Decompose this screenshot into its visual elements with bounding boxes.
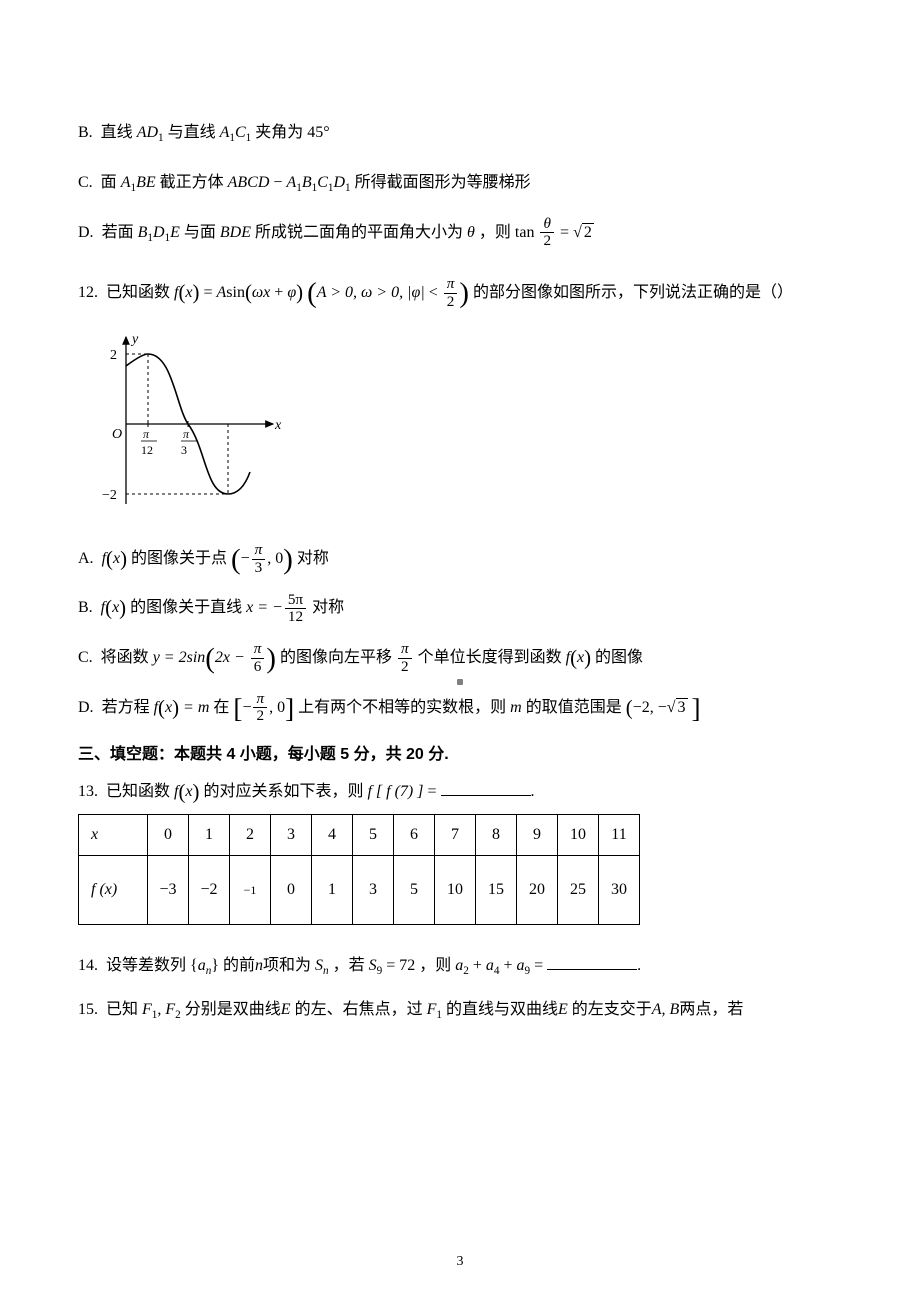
q12-option-d: D. 若方程 f(x) = m 在 [−π2, 0] 上有两个不相等的实数根，则… [78,690,842,726]
label: C. [78,649,93,666]
label: 13. [78,783,98,800]
q12: 12. 已知函数 f(x) = Asin(ωx + φ) (A > 0, ω >… [78,276,842,310]
svg-text:π: π [143,427,150,441]
table-cell-x: 6 [394,815,435,856]
svg-text:π: π [183,427,190,441]
table-cell-fx: 15 [476,856,517,925]
table-cell-fx: 30 [599,856,640,925]
table-cell-fx: 0 [271,856,312,925]
svg-text:3: 3 [181,443,187,457]
svg-text:y: y [130,332,139,347]
table-cell-fx: 5 [394,856,435,925]
table-cell-x: 1 [189,815,230,856]
table-cell-fx: 20 [517,856,558,925]
label: 12. [78,284,98,301]
q11-option-b: B. 直线 AD1 与直线 A1C1 夹角为 45° [78,115,842,151]
q12-graph: Ox y2 −2 π 12 π 3 [88,329,842,527]
label: C. [78,174,93,191]
label: A. [78,550,94,567]
q15: 15. 已知 F1, F2 分别是双曲线E 的左、右焦点，过 F1 的直线与双曲… [78,998,842,1024]
table-cell-x: 4 [312,815,353,856]
table-cell-fx: 10 [435,856,476,925]
section-3-heading: 三、填空题：本题共 4 小题，每小题 5 分，共 20 分. [78,743,842,767]
page-number: 3 [0,1251,920,1272]
table-cell-x: 3 [271,815,312,856]
sqrt: 2 [573,215,594,250]
q11-option-c: C. 面 A1BE 截正方体 ABCD − A1B1C1D1 所得截面图形为等腰… [78,165,842,201]
blank-13 [441,779,531,796]
table-cell-x: 9 [517,815,558,856]
label: B. [78,124,93,141]
table-cell-x: 10 [558,815,599,856]
q13: 13. 已知函数 f(x) 的对应关系如下表，则 f [ f (7) ] = . [78,779,842,804]
q12-option-c: C. 将函数 y = 2sin(2x − π6) 的图像向左平移 π2 个单位长… [78,640,842,676]
svg-text:12: 12 [141,443,153,457]
table-header-fx: f (x) [79,856,148,925]
table-cell-x: 0 [148,815,189,856]
svg-text:x: x [274,418,282,433]
q14: 14. 设等差数列 {an} 的前n项和为 Sn ，若 S9 = 72 ，则 a… [78,953,842,980]
svg-text:−2: −2 [102,488,117,503]
table-cell-x: 7 [435,815,476,856]
table-cell-x: 5 [353,815,394,856]
table-cell-x: 8 [476,815,517,856]
svg-text:2: 2 [110,348,117,363]
table-cell-fx: −3 [148,856,189,925]
q12-option-a: A. f(x) 的图像关于点 (−π3, 0) 对称 [78,541,842,577]
q13-table: x01234567891011 f (x)−3−2−10135101520253… [78,814,640,925]
table-cell-fx: 3 [353,856,394,925]
table-cell-fx: −1 [230,856,271,925]
blank-14 [547,953,637,970]
watermark-dot [457,679,463,685]
table-header-x: x [79,815,148,856]
exam-page: B. 直线 AD1 与直线 A1C1 夹角为 45° C. 面 A1BE 截正方… [0,0,920,1302]
table-cell-fx: 1 [312,856,353,925]
label: 15. [78,1001,98,1018]
svg-text:O: O [112,427,122,442]
table-cell-x: 2 [230,815,271,856]
label: D. [78,699,94,716]
label: 14. [78,957,98,974]
table-cell-fx: 25 [558,856,599,925]
fraction: θ2 [540,216,554,250]
label: D. [78,224,94,241]
table-cell-x: 11 [599,815,640,856]
q12-option-b: B. f(x) 的图像关于直线 x = −5π12 对称 [78,590,842,626]
q11-option-d: D. 若面 B1D1E 与面 BDE 所成锐二面角的平面角大小为 θ ，则 ta… [78,215,842,251]
table-cell-fx: −2 [189,856,230,925]
label: B. [78,599,93,616]
